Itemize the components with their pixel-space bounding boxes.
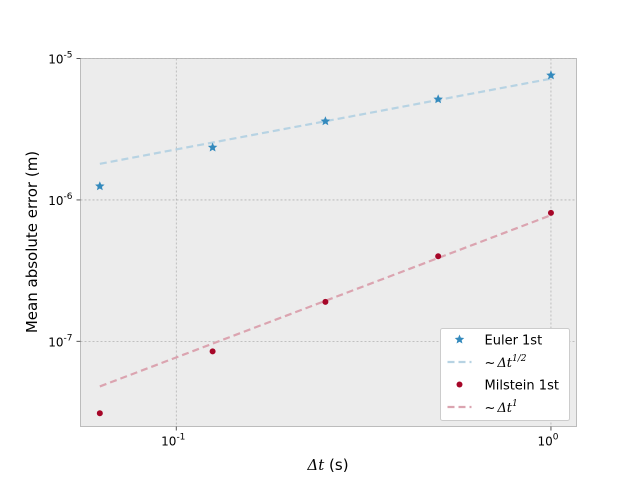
y-tick-label: 10-5 (48, 51, 72, 67)
x-tick-label: 100 (537, 433, 558, 449)
x-axis-label: Δt (s) (306, 456, 348, 474)
legend-label: ~ Δt1/2 (485, 354, 527, 371)
legend-label: Euler 1st (485, 334, 543, 349)
data-point-star (433, 94, 443, 104)
y-tick-label: 10-6 (48, 192, 73, 208)
data-point-circle (96, 410, 103, 417)
tick-labels: 10-1 100 10-7 10-6 10-5 (48, 51, 558, 449)
data-point-star (207, 142, 218, 152)
legend-label: Milstein 1st (485, 379, 559, 394)
legend-circle-swatch (456, 381, 463, 388)
data-point-circle (547, 209, 554, 216)
fit-line (99, 214, 552, 388)
data-point-star (546, 70, 556, 80)
legend-star-swatch (454, 334, 465, 344)
data-point-star (320, 116, 331, 126)
legend: Euler 1st ~ Δt1/2 Milstein 1st ~ Δt1 (440, 328, 570, 421)
grid-lines (76, 58, 577, 431)
data-point-star (95, 181, 105, 191)
data-point-circle (435, 253, 442, 260)
x-tick-label: 10-1 (161, 433, 185, 449)
series-layer (95, 70, 556, 417)
legend-label: ~ Δt1 (485, 399, 518, 416)
y-axis-label: Mean absolute error (m) (23, 151, 41, 333)
data-point-circle (209, 348, 216, 355)
y-tick-label: 10-7 (48, 333, 72, 349)
legend-box (440, 328, 570, 421)
data-point-circle (322, 298, 329, 305)
